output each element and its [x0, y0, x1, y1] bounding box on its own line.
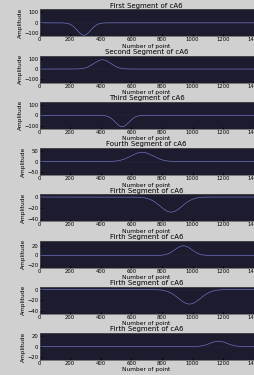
Title: Firth Segment of cA6: Firth Segment of cA6	[109, 188, 183, 194]
X-axis label: Number of point: Number of point	[122, 321, 170, 326]
X-axis label: Number of point: Number of point	[122, 136, 170, 141]
Title: Fourth Segment of cA6: Fourth Segment of cA6	[106, 141, 186, 147]
Title: Second Segment of cA6: Second Segment of cA6	[104, 49, 188, 55]
Y-axis label: Amplitude: Amplitude	[18, 54, 22, 84]
X-axis label: Number of point: Number of point	[122, 44, 170, 49]
Y-axis label: Amplitude: Amplitude	[21, 193, 26, 223]
X-axis label: Number of point: Number of point	[122, 229, 170, 234]
X-axis label: Number of point: Number of point	[122, 368, 170, 372]
Title: Firth Segment of cA6: Firth Segment of cA6	[109, 327, 183, 333]
X-axis label: Number of point: Number of point	[122, 183, 170, 188]
X-axis label: Number of point: Number of point	[122, 275, 170, 280]
Title: Third Segment of cA6: Third Segment of cA6	[108, 95, 184, 101]
Title: First Segment of cA6: First Segment of cA6	[110, 3, 182, 9]
Y-axis label: Amplitude: Amplitude	[21, 239, 26, 269]
Y-axis label: Amplitude: Amplitude	[21, 147, 26, 177]
Y-axis label: Amplitude: Amplitude	[21, 285, 26, 315]
Y-axis label: Amplitude: Amplitude	[18, 100, 22, 130]
Title: Firth Segment of cA6: Firth Segment of cA6	[109, 234, 183, 240]
X-axis label: Number of point: Number of point	[122, 90, 170, 95]
Y-axis label: Amplitude: Amplitude	[21, 332, 26, 362]
Y-axis label: Amplitude: Amplitude	[18, 8, 22, 38]
Title: Firth Segment of cA6: Firth Segment of cA6	[109, 280, 183, 286]
